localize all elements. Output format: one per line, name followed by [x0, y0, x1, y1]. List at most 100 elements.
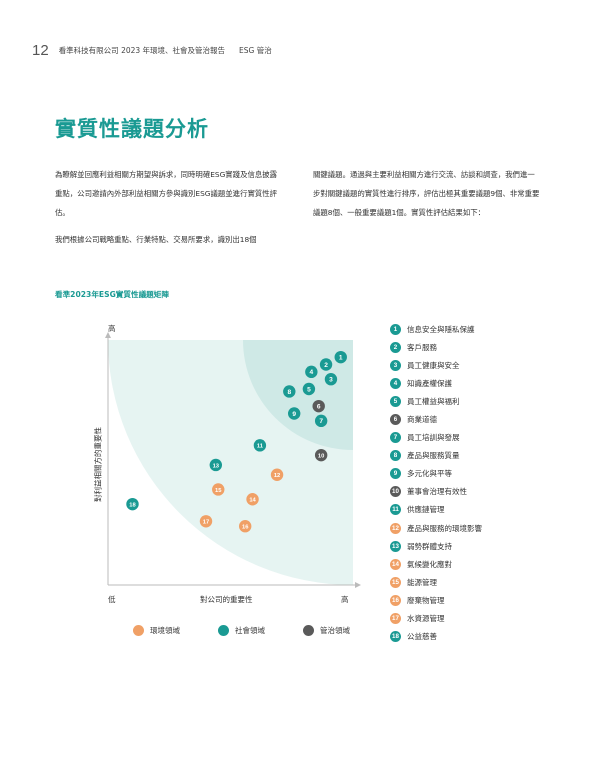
issue-number-badge: 14	[390, 558, 401, 570]
issue-item: 12 產品與服務的環境影響	[390, 519, 580, 537]
issue-label: 產品與服務的環境影響	[407, 523, 482, 533]
issue-item: 10 董事會治理有效性	[390, 483, 580, 501]
issue-number-badge: 5	[390, 395, 401, 407]
issue-number-badge: 13	[390, 540, 401, 552]
legend-swatch	[133, 625, 144, 636]
data-point-label-12: 12	[274, 473, 280, 479]
issue-number-badge: 18	[390, 631, 401, 643]
data-point-7	[314, 414, 328, 428]
section-label: ESG 管治	[239, 45, 272, 55]
data-point-6	[312, 399, 325, 413]
legend-label: 社會領域	[235, 626, 265, 635]
issue-item: 3 員工健康與安全	[390, 356, 580, 374]
data-point-label-10: 10	[318, 453, 324, 459]
report-title: 看準科技有限公司 2023 年環境、社會及管治報告	[58, 45, 226, 55]
issue-label: 員工健康與安全	[407, 360, 460, 370]
issue-number-badge: 12	[390, 522, 401, 534]
issue-label: 弱勢群體支持	[407, 541, 452, 551]
data-point-17	[199, 515, 213, 528]
legend-label: 管治領域	[320, 626, 350, 635]
data-point-13	[209, 458, 222, 472]
data-point-label-9: 9	[292, 411, 296, 418]
data-point-15	[212, 483, 225, 496]
issue-label: 員工權益與福利	[407, 396, 460, 406]
issue-item: 9 多元化與平等	[390, 465, 580, 483]
data-point-label-6: 6	[317, 403, 321, 410]
data-point-10	[314, 448, 328, 462]
page-title: 實質性議題分析	[55, 117, 209, 141]
issue-item: 1 信息安全與隱私保護	[390, 320, 580, 338]
body-column-left: 為瞭解並回應利益相關方期望與訴求，同時明確ESG實踐及信息披露重點，公司邀請內外…	[55, 165, 283, 257]
data-point-9	[288, 407, 301, 420]
issue-label: 多元化與平等	[407, 469, 452, 479]
matrix-heading: 看準2023年ESG實質性議題矩陣	[55, 290, 169, 299]
data-point-label-15: 15	[215, 488, 222, 494]
data-point-11	[253, 439, 267, 452]
issue-number-badge: 9	[390, 468, 401, 480]
issue-label: 能源管理	[407, 577, 437, 587]
issue-item: 4 知識產權保護	[390, 374, 580, 392]
data-point-label-8: 8	[287, 389, 291, 396]
data-point-14	[246, 493, 259, 506]
data-point-label-11: 11	[257, 444, 264, 450]
issue-item: 5 員工權益與福利	[390, 392, 580, 410]
issue-label: 廢棄物管理	[407, 595, 445, 605]
x-axis-high-label: 高	[341, 595, 349, 604]
issue-label: 水資源管理	[407, 614, 445, 624]
data-point-label-18: 18	[129, 502, 136, 508]
data-point-label-4: 4	[310, 369, 314, 376]
category-legend: 環境領域 社會領域 管治領域	[133, 625, 350, 636]
issue-number-badge: 8	[390, 450, 401, 462]
issue-number-badge: 7	[390, 432, 401, 444]
data-point-label-3: 3	[329, 377, 333, 384]
data-point-1	[334, 350, 347, 364]
data-point-label-1: 1	[339, 354, 343, 361]
data-point-label-14: 14	[249, 498, 256, 504]
data-point-label-16: 16	[242, 525, 249, 531]
issue-label: 氣候變化應對	[407, 559, 452, 569]
issue-number-badge: 15	[390, 576, 401, 588]
legend-item-governance: 管治領域	[303, 625, 350, 636]
issue-number-badge: 1	[390, 323, 401, 335]
paragraph: 關鍵議題。通過與主要利益相關方進行交流、訪談和調查，我們進一步對關鍵議題的實質性…	[313, 170, 540, 217]
x-axis-arrow	[355, 582, 361, 588]
issue-item: 15 能源管理	[390, 573, 580, 591]
issue-number-badge: 2	[390, 341, 401, 353]
issue-number-badge: 4	[390, 377, 401, 389]
data-point-4	[305, 365, 318, 379]
legend-item-env: 環境領域	[133, 625, 180, 636]
legend-swatch	[218, 625, 229, 636]
legend-label: 環境領域	[150, 626, 180, 635]
data-point-label-17: 17	[203, 520, 209, 526]
data-point-8	[283, 385, 296, 398]
issue-number-badge: 17	[390, 613, 401, 625]
body-column-right: 關鍵議題。通過與主要利益相關方進行交流、訪談和調查，我們進一步對關鍵議題的實質性…	[313, 165, 541, 230]
issue-label: 客戶服務	[407, 342, 437, 352]
data-point-label-7: 7	[319, 418, 323, 425]
data-point-3	[324, 373, 338, 386]
issue-item: 18 公益慈善	[390, 628, 580, 646]
y-axis-title: 對利益相關方的重要性	[93, 427, 103, 502]
issue-label: 公益慈善	[407, 632, 437, 642]
issue-item: 8 產品與服務質量	[390, 447, 580, 465]
page-header: 12 看準科技有限公司 2023 年環境、社會及管治報告 ESG 管治	[32, 40, 272, 60]
issue-item: 16 廢棄物管理	[390, 591, 580, 609]
issue-label: 員工培訓與發展	[407, 433, 460, 443]
issue-item: 17 水資源管理	[390, 610, 580, 628]
data-point-16	[239, 520, 252, 533]
data-point-12	[270, 468, 284, 481]
data-point-label-5: 5	[307, 386, 311, 393]
paragraph: 我們根據公司戰略重點、行業特點、交易所要求，識別出18個	[55, 235, 257, 244]
issue-item: 13 弱勢群體支持	[390, 537, 580, 555]
issue-item: 14 氣候變化應對	[390, 555, 580, 573]
issue-number-badge: 11	[390, 504, 401, 516]
page-number: 12	[32, 41, 49, 59]
legend-item-social: 社會領域	[218, 625, 265, 636]
data-point-label-2: 2	[324, 362, 328, 369]
issue-number-badge: 10	[390, 486, 401, 498]
data-point-18	[126, 497, 139, 511]
y-axis-high-label: 高	[108, 324, 116, 333]
data-point-label-13: 13	[213, 463, 220, 469]
issue-number-badge: 3	[390, 359, 401, 371]
issue-label: 董事會治理有效性	[407, 487, 467, 497]
